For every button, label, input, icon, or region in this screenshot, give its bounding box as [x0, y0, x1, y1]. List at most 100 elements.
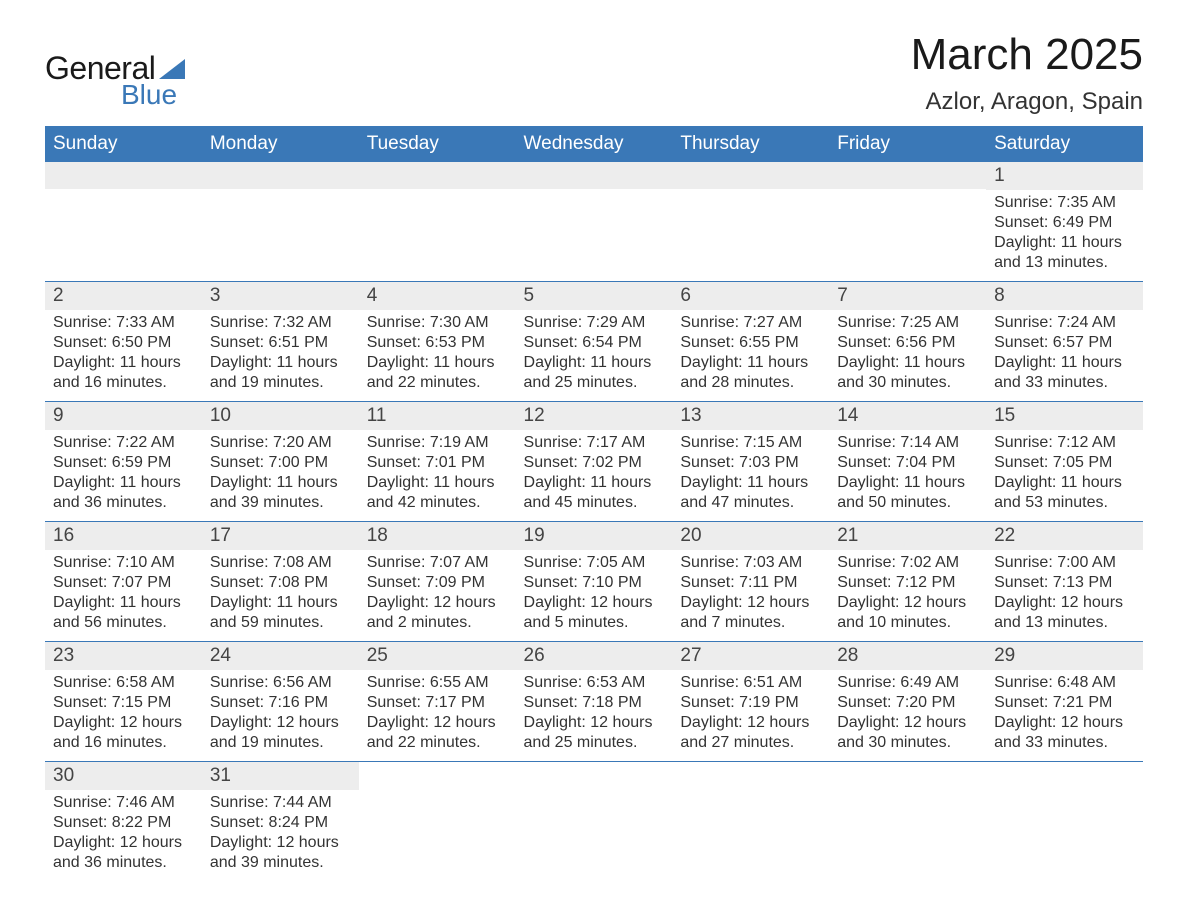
sunrise-line: Sunrise: 7:22 AM [53, 433, 196, 453]
day-details [45, 189, 202, 200]
calendar-day-cell: 21Sunrise: 7:02 AMSunset: 7:12 PMDayligh… [829, 522, 986, 642]
sunset-line: Sunset: 8:22 PM [53, 813, 196, 833]
sunrise-line: Sunrise: 7:44 AM [210, 793, 353, 813]
day-details: Sunrise: 7:32 AMSunset: 6:51 PMDaylight:… [202, 310, 359, 401]
day-number: 3 [202, 282, 359, 310]
day-number [45, 162, 202, 189]
day-details: Sunrise: 7:19 AMSunset: 7:01 PMDaylight:… [359, 430, 516, 521]
day-number: 31 [202, 762, 359, 790]
sunset-line: Sunset: 7:05 PM [994, 453, 1137, 473]
sunrise-line: Sunrise: 6:48 AM [994, 673, 1137, 693]
calendar-day-cell: 15Sunrise: 7:12 AMSunset: 7:05 PMDayligh… [986, 402, 1143, 522]
day-details: Sunrise: 7:24 AMSunset: 6:57 PMDaylight:… [986, 310, 1143, 401]
calendar-day-cell: 31Sunrise: 7:44 AMSunset: 8:24 PMDayligh… [202, 762, 359, 882]
daylight-line: Daylight: 12 hours and 19 minutes. [210, 713, 353, 753]
day-details: Sunrise: 7:29 AMSunset: 6:54 PMDaylight:… [516, 310, 673, 401]
sunset-line: Sunset: 7:03 PM [680, 453, 823, 473]
sunset-line: Sunset: 6:55 PM [680, 333, 823, 353]
day-number [829, 162, 986, 189]
daylight-line: Daylight: 11 hours and 56 minutes. [53, 593, 196, 633]
daylight-line: Daylight: 11 hours and 13 minutes. [994, 233, 1137, 273]
day-details: Sunrise: 7:10 AMSunset: 7:07 PMDaylight:… [45, 550, 202, 641]
sunrise-line: Sunrise: 7:33 AM [53, 313, 196, 333]
day-number: 15 [986, 402, 1143, 430]
calendar-day-cell: 7Sunrise: 7:25 AMSunset: 6:56 PMDaylight… [829, 282, 986, 402]
day-header-row: Sunday Monday Tuesday Wednesday Thursday… [45, 126, 1143, 162]
sunset-line: Sunset: 6:56 PM [837, 333, 980, 353]
calendar-week-row: 23Sunrise: 6:58 AMSunset: 7:15 PMDayligh… [45, 642, 1143, 762]
sunrise-line: Sunrise: 6:53 AM [524, 673, 667, 693]
day-number: 10 [202, 402, 359, 430]
sunset-line: Sunset: 7:20 PM [837, 693, 980, 713]
day-number: 26 [516, 642, 673, 670]
daylight-line: Daylight: 11 hours and 19 minutes. [210, 353, 353, 393]
sunrise-line: Sunrise: 7:30 AM [367, 313, 510, 333]
day-details [516, 789, 673, 800]
day-details: Sunrise: 7:20 AMSunset: 7:00 PMDaylight:… [202, 430, 359, 521]
sunset-line: Sunset: 7:17 PM [367, 693, 510, 713]
calendar-day-cell: 12Sunrise: 7:17 AMSunset: 7:02 PMDayligh… [516, 402, 673, 522]
calendar-table: Sunday Monday Tuesday Wednesday Thursday… [45, 126, 1143, 881]
day-details: Sunrise: 7:35 AMSunset: 6:49 PMDaylight:… [986, 190, 1143, 281]
day-number: 27 [672, 642, 829, 670]
sunset-line: Sunset: 8:24 PM [210, 813, 353, 833]
day-details: Sunrise: 7:46 AMSunset: 8:22 PMDaylight:… [45, 790, 202, 881]
sunset-line: Sunset: 7:02 PM [524, 453, 667, 473]
sunrise-line: Sunrise: 7:20 AM [210, 433, 353, 453]
day-number [359, 162, 516, 189]
calendar-day-cell [829, 162, 986, 282]
sunrise-line: Sunrise: 7:25 AM [837, 313, 980, 333]
sunrise-line: Sunrise: 7:46 AM [53, 793, 196, 813]
day-details [516, 189, 673, 200]
calendar-day-cell [829, 762, 986, 882]
sunset-line: Sunset: 7:04 PM [837, 453, 980, 473]
day-details: Sunrise: 7:44 AMSunset: 8:24 PMDaylight:… [202, 790, 359, 881]
daylight-line: Daylight: 11 hours and 42 minutes. [367, 473, 510, 513]
location: Azlor, Aragon, Spain [911, 88, 1143, 116]
calendar-day-cell: 23Sunrise: 6:58 AMSunset: 7:15 PMDayligh… [45, 642, 202, 762]
day-number [516, 762, 673, 789]
day-number: 14 [829, 402, 986, 430]
calendar-day-cell: 16Sunrise: 7:10 AMSunset: 7:07 PMDayligh… [45, 522, 202, 642]
daylight-line: Daylight: 11 hours and 45 minutes. [524, 473, 667, 513]
day-details: Sunrise: 7:03 AMSunset: 7:11 PMDaylight:… [672, 550, 829, 641]
day-number: 9 [45, 402, 202, 430]
day-details [829, 189, 986, 200]
calendar-day-cell [359, 162, 516, 282]
day-number [359, 762, 516, 789]
day-number: 19 [516, 522, 673, 550]
daylight-line: Daylight: 11 hours and 50 minutes. [837, 473, 980, 513]
sunrise-line: Sunrise: 7:05 AM [524, 553, 667, 573]
day-number: 4 [359, 282, 516, 310]
calendar-day-cell [672, 762, 829, 882]
sunrise-line: Sunrise: 7:17 AM [524, 433, 667, 453]
daylight-line: Daylight: 11 hours and 22 minutes. [367, 353, 510, 393]
daylight-line: Daylight: 12 hours and 7 minutes. [680, 593, 823, 633]
day-number: 24 [202, 642, 359, 670]
day-details [359, 789, 516, 800]
sunset-line: Sunset: 7:19 PM [680, 693, 823, 713]
sunset-line: Sunset: 7:08 PM [210, 573, 353, 593]
sunrise-line: Sunrise: 7:29 AM [524, 313, 667, 333]
day-details: Sunrise: 6:56 AMSunset: 7:16 PMDaylight:… [202, 670, 359, 761]
day-details: Sunrise: 6:51 AMSunset: 7:19 PMDaylight:… [672, 670, 829, 761]
logo-text-blue: Blue [121, 79, 185, 111]
day-number: 8 [986, 282, 1143, 310]
daylight-line: Daylight: 12 hours and 25 minutes. [524, 713, 667, 753]
calendar-day-cell [202, 162, 359, 282]
sunrise-line: Sunrise: 7:02 AM [837, 553, 980, 573]
daylight-line: Daylight: 12 hours and 36 minutes. [53, 833, 196, 873]
day-number: 20 [672, 522, 829, 550]
day-details: Sunrise: 7:30 AMSunset: 6:53 PMDaylight:… [359, 310, 516, 401]
sunset-line: Sunset: 6:59 PM [53, 453, 196, 473]
daylight-line: Daylight: 11 hours and 28 minutes. [680, 353, 823, 393]
day-number: 22 [986, 522, 1143, 550]
calendar-day-cell: 5Sunrise: 7:29 AMSunset: 6:54 PMDaylight… [516, 282, 673, 402]
calendar-day-cell: 24Sunrise: 6:56 AMSunset: 7:16 PMDayligh… [202, 642, 359, 762]
sunrise-line: Sunrise: 7:14 AM [837, 433, 980, 453]
calendar-day-cell: 6Sunrise: 7:27 AMSunset: 6:55 PMDaylight… [672, 282, 829, 402]
calendar-day-cell: 30Sunrise: 7:46 AMSunset: 8:22 PMDayligh… [45, 762, 202, 882]
day-details [672, 189, 829, 200]
calendar-week-row: 30Sunrise: 7:46 AMSunset: 8:22 PMDayligh… [45, 762, 1143, 882]
calendar-day-cell: 3Sunrise: 7:32 AMSunset: 6:51 PMDaylight… [202, 282, 359, 402]
